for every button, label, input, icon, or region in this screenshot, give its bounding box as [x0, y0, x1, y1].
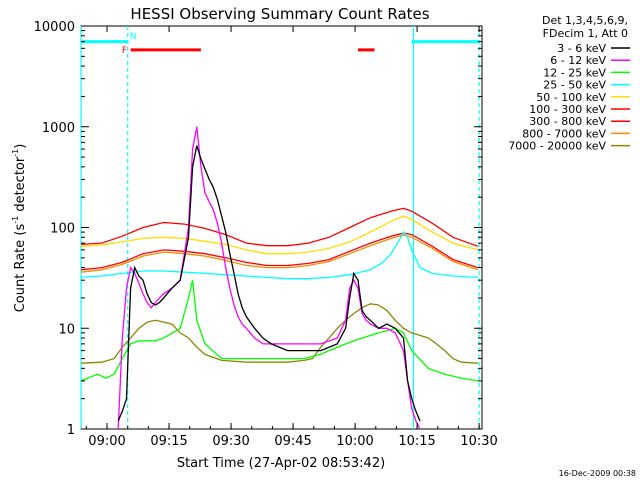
- x-axis-label: Start Time (27-Apr-02 08:53:42): [177, 456, 385, 471]
- legend-label-12-25-kev: 12 - 25 keV: [543, 66, 606, 79]
- y-axis-label-mid: detector: [13, 156, 28, 216]
- legend-label-3-6-kev: 3 - 6 keV: [557, 42, 606, 55]
- x-tick-label: 10:30: [460, 434, 497, 449]
- y-axis-label-sup1: -1: [11, 216, 20, 224]
- generation-timestamp: 16-Dec-2009 00:38: [559, 469, 636, 478]
- x-tick-label: 09:45: [274, 434, 311, 449]
- legend-label-7000-20000-kev: 7000 - 20000 keV: [508, 140, 606, 153]
- legend-header-line-2: FDecim 1, Att 0: [543, 27, 628, 40]
- legend-label-300-800-kev: 300 - 800 keV: [529, 115, 606, 128]
- legend-label-100-300-kev: 100 - 300 keV: [529, 103, 606, 116]
- x-tick-label: 09:30: [212, 434, 249, 449]
- y-axis-label-sup2: -1: [11, 149, 20, 157]
- y-axis-label-end: ): [13, 144, 28, 149]
- series-300-800-kev: [80, 232, 479, 271]
- x-tick-label: 10:00: [336, 434, 373, 449]
- series-7000-20000-kev: [80, 303, 478, 364]
- series-100-300-kev: [80, 207, 479, 247]
- y-axis-label: Count Rate (s-1 detector-1): [11, 144, 28, 313]
- series-50-100-kev: [80, 215, 479, 255]
- legend-label-800-7000-kev: 800 - 7000 keV: [522, 127, 606, 140]
- series-6-12-kev: [117, 126, 421, 430]
- legend-label-6-12-kev: 6 - 12 keV: [550, 54, 606, 67]
- plot-frame: [80, 25, 483, 430]
- x-tick-label: 10:15: [398, 434, 435, 449]
- legend-label-50-100-kev: 50 - 100 keV: [536, 91, 606, 104]
- chart-title: HESSI Observing Summary Count Rates: [130, 5, 429, 23]
- legend: Det 1,3,4,5,6,9, FDecim 1, Att 0 3 - 6 k…: [508, 14, 630, 153]
- legend-header-line-1: Det 1,3,4,5,6,9,: [542, 14, 628, 27]
- flag-label-n: N: [130, 32, 137, 42]
- flag-label-f: F: [122, 46, 127, 56]
- series-12-25-kev: [80, 280, 479, 382]
- y-tick-label: 100: [50, 222, 75, 237]
- x-tick-label: 09:00: [88, 434, 125, 449]
- series-800-7000-kev: [80, 234, 479, 273]
- time-marker-lines: [80, 26, 480, 429]
- series-3-6-kev: [117, 145, 421, 422]
- y-tick-label: 1: [67, 423, 75, 438]
- y-axis-label-main: Count Rate (s: [13, 224, 28, 313]
- series-layer: [80, 126, 479, 430]
- y-tick-label: 1000: [42, 121, 75, 136]
- legend-label-25-50-kev: 25 - 50 keV: [543, 79, 606, 92]
- x-axis-ticks: 09:00 09:15 09:30 09:45 10:00 10:15 10:30: [85, 26, 498, 449]
- y-tick-label: 10: [58, 322, 75, 337]
- y-tick-label: 10000: [34, 20, 75, 35]
- series-25-50-kev: [80, 230, 478, 280]
- y-axis-ticks: 1 10 100 1000 10000: [34, 20, 482, 438]
- flag-bars: FN: [81, 32, 480, 56]
- x-tick-label: 09:15: [150, 434, 187, 449]
